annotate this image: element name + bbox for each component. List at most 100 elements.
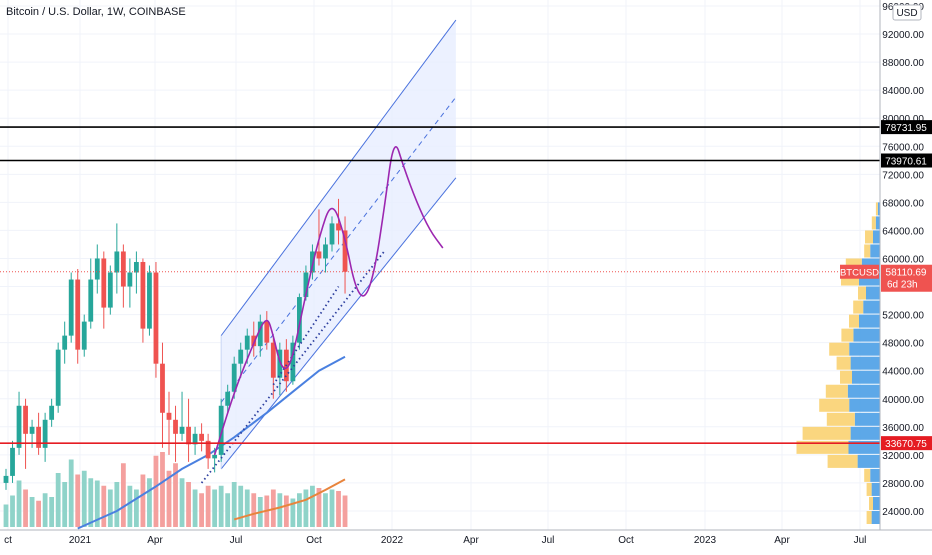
- volume-bar: [10, 495, 15, 527]
- forecast-path: [213, 146, 444, 456]
- x-tick-label: Jul: [542, 535, 555, 546]
- volume-bar: [134, 489, 139, 527]
- candle-body: [316, 251, 322, 259]
- y-tick-label: 60000.00: [882, 254, 924, 265]
- volume-bar: [277, 493, 283, 527]
- y-tick-label: 28000.00: [882, 479, 924, 490]
- volume-profile-bar-blue: [866, 286, 880, 300]
- channel-lower-line: [220, 177, 457, 470]
- current-price-label: 58110.69: [886, 268, 927, 279]
- volume-bar: [329, 489, 335, 527]
- volume-bar: [75, 474, 81, 527]
- volume-bar: [120, 463, 126, 527]
- volume-profile-bar-yellow: [826, 412, 855, 426]
- candle-body: [55, 349, 61, 406]
- channel-upper-line: [220, 19, 457, 336]
- candle-body: [231, 363, 237, 392]
- volume-profile-bar-blue: [871, 510, 880, 524]
- volume-profile-bar-yellow: [858, 286, 866, 300]
- volume-profile-bar-blue: [852, 370, 880, 384]
- candle-body: [277, 349, 283, 378]
- volume-profile-bar-yellow: [829, 342, 850, 356]
- x-tick-label: Oct: [306, 535, 322, 546]
- candle-body: [186, 426, 191, 445]
- volume-bar: [94, 480, 100, 527]
- price-line-badge: [881, 120, 932, 135]
- volume-bar: [283, 495, 289, 527]
- volume-bar: [81, 470, 87, 527]
- candle-body: [329, 223, 335, 245]
- volume-bar: [36, 500, 41, 527]
- volume-profile-bar-blue: [873, 496, 880, 510]
- volume-bar: [199, 493, 204, 527]
- volume-profile-bar-blue: [870, 468, 880, 482]
- candle-body: [225, 391, 231, 406]
- volume-bar: [205, 485, 211, 527]
- volume-bar: [251, 493, 257, 527]
- candle-body: [134, 261, 139, 273]
- dotted-trendline: [272, 286, 340, 386]
- candle-body: [42, 419, 48, 448]
- current-price-badge: [881, 264, 932, 292]
- symbol-label: BTCUSD: [840, 268, 879, 279]
- volume-profile-bar-yellow: [796, 440, 849, 454]
- volume-bar: [192, 489, 198, 527]
- volume-bar: [62, 482, 68, 527]
- volume-bar: [147, 478, 152, 527]
- volume-bar: [342, 495, 348, 527]
- volume-bar: [88, 478, 94, 527]
- y-tick-label: 64000.00: [882, 226, 924, 237]
- volume-profile-bar-yellow: [866, 482, 872, 496]
- candle-body: [244, 335, 250, 350]
- y-tick-label: 68000.00: [882, 198, 924, 209]
- y-tick-label: 80000.00: [882, 114, 924, 125]
- candle-body: [127, 272, 133, 287]
- candle-body: [75, 279, 81, 350]
- volume-bar: [23, 489, 28, 527]
- candle-body: [238, 349, 244, 364]
- candle-body: [49, 405, 55, 420]
- volume-bar: [107, 489, 113, 527]
- volume-profile-bar-yellow: [840, 370, 852, 384]
- volume-profile-bar-blue: [877, 202, 880, 216]
- volume-profile-bar-blue: [854, 412, 880, 426]
- candle-body: [147, 272, 152, 329]
- price-line-label: 73970.61: [885, 157, 927, 168]
- currency-badge: [892, 4, 922, 21]
- candle-body: [16, 405, 22, 448]
- y-tick-label: 72000.00: [882, 170, 924, 181]
- volume-bar: [336, 491, 341, 527]
- candle-body: [179, 426, 185, 434]
- candle-body: [218, 405, 224, 455]
- volume-bar: [238, 485, 244, 527]
- candle-body: [120, 251, 126, 287]
- volume-bar: [297, 493, 302, 527]
- volume-profile-bar-yellow: [866, 510, 872, 524]
- x-tick-label: Oct: [618, 535, 634, 546]
- x-tick-label: Jul: [230, 535, 243, 546]
- candle-body: [160, 363, 165, 413]
- y-tick-label: 92000.00: [882, 30, 924, 41]
- chart-title: Bitcoin / U.S. Dollar, 1W, COINBASE: [6, 6, 186, 18]
- candle-body: [199, 433, 204, 441]
- volume-profile-bar-yellow: [871, 216, 876, 230]
- volume-profile-bar-blue: [870, 244, 880, 258]
- x-tick-label: Apr: [147, 535, 163, 546]
- x-tick-label: 2023: [694, 535, 717, 546]
- volume-bar: [244, 489, 250, 527]
- x-tick-label: Apr: [463, 535, 479, 546]
- volume-bar: [140, 474, 146, 527]
- candle-body: [270, 342, 276, 378]
- candle-body: [81, 321, 87, 350]
- candle-body: [297, 297, 302, 343]
- volume-profile-bar-yellow: [864, 244, 871, 258]
- volume-profile-bar-yellow: [802, 426, 851, 440]
- y-tick-label: 24000.00: [882, 507, 924, 518]
- volume-profile-bar-yellow: [825, 384, 848, 398]
- candle-body: [68, 279, 74, 336]
- volume-profile-bar-blue: [850, 426, 880, 440]
- candle-body: [3, 475, 9, 483]
- volume-profile-bar-yellow: [875, 202, 878, 216]
